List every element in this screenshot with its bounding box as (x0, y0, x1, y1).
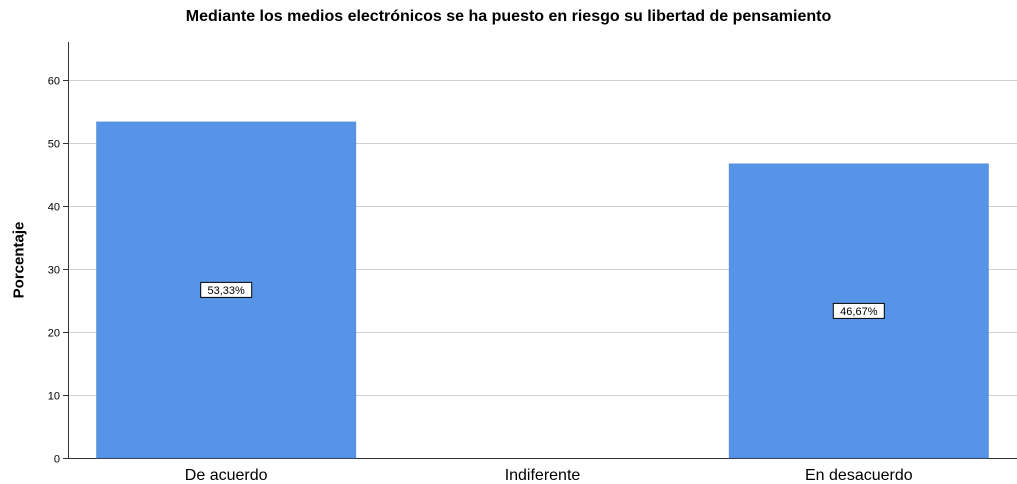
data-label: 46,67% (840, 306, 878, 318)
chart-title: Mediante los medios electrónicos se ha p… (185, 8, 832, 25)
y-tick-label: 20 (48, 328, 60, 340)
y-tick-label: 60 (48, 76, 60, 88)
y-tick-label: 50 (48, 139, 60, 151)
x-tick-label: Indiferente (505, 467, 581, 484)
y-tick-label: 30 (48, 265, 60, 277)
x-tick-label: De acuerdo (185, 467, 268, 484)
y-tick-label: 0 (54, 454, 60, 466)
y-tick-label: 10 (48, 391, 60, 403)
data-label-box (832, 302, 885, 319)
y-tick-label: 40 (48, 202, 60, 214)
x-tick-label: En desacuerdo (805, 467, 913, 484)
data-label-box (200, 281, 253, 298)
data-label: 53,33% (208, 285, 246, 297)
